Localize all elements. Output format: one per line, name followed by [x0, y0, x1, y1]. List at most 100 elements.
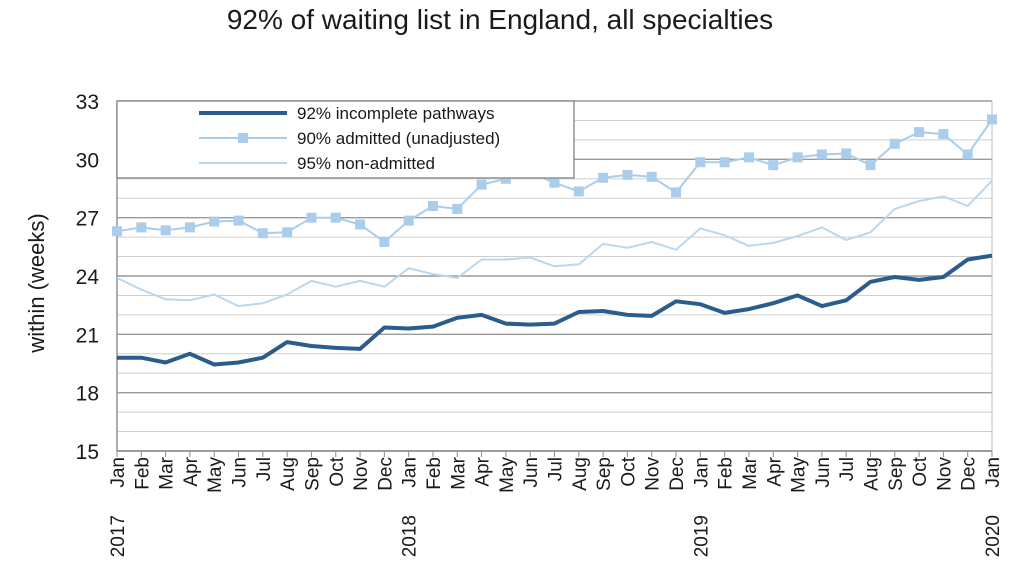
- series-marker: [330, 212, 341, 223]
- series-lines: [112, 114, 997, 367]
- series-marker: [598, 172, 609, 183]
- series-marker: [938, 129, 949, 140]
- series-marker: [500, 173, 511, 184]
- y-tick-label: 27: [76, 208, 99, 231]
- series-marker: [987, 114, 997, 125]
- x-tick-label: Jul: [546, 457, 567, 481]
- series-line: [117, 253, 993, 367]
- x-tick-label: Sep: [886, 457, 907, 491]
- series-marker: [865, 160, 876, 171]
- series-marker: [549, 177, 560, 188]
- x-tick-label: Mar: [157, 456, 178, 489]
- x-tick-label: Jul: [837, 457, 858, 481]
- x-tick-label: Oct: [618, 456, 639, 486]
- x-tick-label: Jun: [230, 457, 251, 488]
- series-marker: [209, 216, 220, 227]
- x-tick-label: Feb: [132, 457, 153, 490]
- x-tick-label: May: [497, 457, 518, 493]
- year-label: 2017: [108, 515, 129, 557]
- x-tick-label: Mar: [740, 456, 761, 489]
- series-marker: [841, 148, 852, 159]
- x-tick-label: Dec: [667, 457, 688, 491]
- series-marker: [768, 160, 779, 171]
- series-marker: [136, 222, 147, 233]
- x-tick-label: Aug: [861, 457, 882, 491]
- x-tick-label: Jan: [691, 457, 712, 488]
- series-marker: [379, 236, 390, 247]
- series-marker: [792, 152, 803, 163]
- series-marker: [476, 179, 487, 190]
- legend-label: 92% incomplete pathways: [297, 104, 495, 123]
- x-tick-label: May: [789, 457, 810, 493]
- series-marker: [573, 186, 584, 197]
- year-label: 2018: [400, 515, 421, 557]
- x-tick-label: Jan: [983, 457, 1004, 488]
- x-tick-label: Dec: [959, 457, 980, 491]
- series-line: [116, 180, 993, 308]
- series-marker: [646, 171, 657, 182]
- series-marker: [671, 187, 682, 198]
- legend-swatch-marker: [238, 133, 248, 143]
- series-marker: [184, 222, 195, 233]
- x-tick-label: Jan: [108, 457, 129, 488]
- y-tick-label: 24: [76, 266, 100, 289]
- legend: 92% incomplete pathways 90% admitted (una…: [116, 100, 575, 179]
- x-tick-label: Sep: [594, 457, 615, 491]
- series-marker: [282, 227, 293, 238]
- series-marker: [914, 127, 925, 138]
- y-tick-labels: 15 18 21 24 27 30 33: [76, 91, 100, 464]
- y-tick-label: 33: [76, 91, 99, 114]
- legend-label: 95% non-admitted: [297, 154, 435, 173]
- legend-label: 90% admitted (unadjusted): [297, 129, 500, 148]
- x-tick-label: Jun: [813, 457, 834, 488]
- series-marker: [962, 149, 973, 160]
- series-marker: [622, 169, 633, 180]
- x-tick-label: Apr: [473, 456, 494, 486]
- series-marker: [427, 201, 438, 211]
- series-marker: [306, 212, 317, 223]
- year-labels: 2017 2018 2019 2020: [108, 515, 1004, 557]
- series-marker: [112, 226, 122, 237]
- x-tick-label: Feb: [424, 457, 445, 490]
- series-marker: [816, 149, 827, 160]
- x-tick-label: Dec: [375, 457, 396, 491]
- series-marker: [452, 203, 463, 214]
- x-tick-label: Jul: [254, 457, 275, 481]
- series-marker: [889, 138, 900, 149]
- year-label: 2020: [983, 515, 1004, 557]
- x-tick-label: Aug: [278, 457, 299, 491]
- x-tick-labels: Jan Feb Mar Apr May Jun Jul Aug Sep Oct Nov Dec Jan F…: [108, 456, 1004, 493]
- y-tick-label: 21: [76, 324, 99, 347]
- x-tick-label: Oct: [327, 456, 348, 486]
- series-marker: [695, 157, 706, 168]
- x-tick-label: Jun: [521, 457, 542, 488]
- x-tick-label: Jan: [400, 457, 421, 488]
- axes: [116, 101, 993, 457]
- x-tick-label: Apr: [764, 456, 785, 486]
- series-marker: [160, 225, 171, 236]
- legend-box: [116, 100, 575, 179]
- x-tick-label: Nov: [643, 457, 664, 491]
- x-tick-label: Mar: [448, 456, 469, 489]
- series-marker: [719, 157, 730, 168]
- x-tick-label: Nov: [351, 457, 372, 491]
- series-marker: [233, 215, 244, 226]
- x-tick-label: Oct: [910, 456, 931, 486]
- series-marker: [403, 215, 414, 226]
- x-tick-label: Apr: [181, 456, 202, 486]
- y-tick-label: 18: [76, 383, 99, 406]
- chart-title: 92% of waiting list in England, all spec…: [226, 4, 774, 35]
- x-tick-label: Feb: [716, 457, 737, 490]
- y-axis-label: within (weeks): [24, 213, 49, 353]
- series-marker: [257, 228, 268, 239]
- x-tick-label: Sep: [302, 457, 323, 491]
- y-tick-label: 30: [76, 149, 99, 172]
- series-marker: [743, 152, 754, 163]
- x-tick-label: Aug: [570, 457, 591, 491]
- x-tick-label: May: [205, 457, 226, 493]
- y-tick-label: 15: [76, 441, 99, 464]
- year-label: 2019: [691, 515, 712, 557]
- series-marker: [355, 219, 366, 230]
- x-tick-label: Nov: [934, 457, 955, 491]
